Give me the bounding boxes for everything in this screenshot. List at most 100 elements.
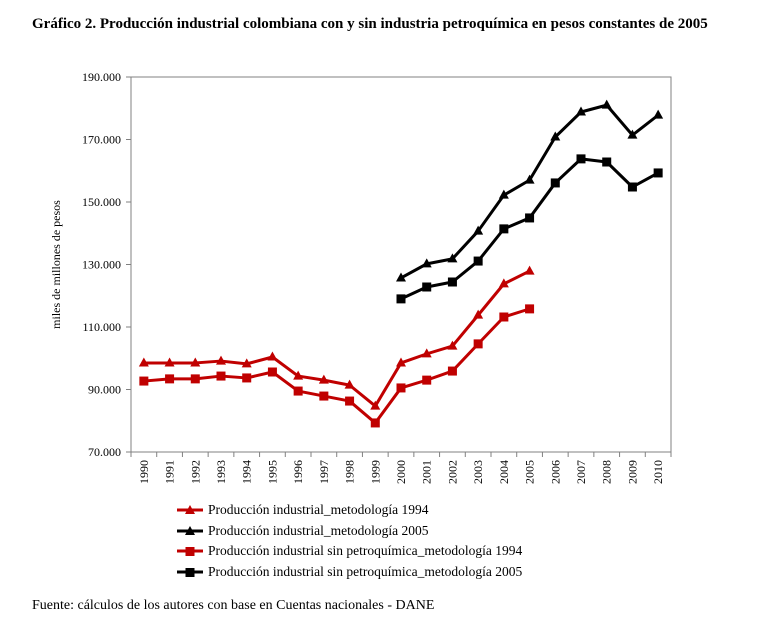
data-point xyxy=(293,370,304,380)
data-point xyxy=(550,178,560,188)
data-point xyxy=(653,168,663,178)
x-tick-label: 2002 xyxy=(445,460,459,484)
data-point xyxy=(473,225,484,235)
data-point xyxy=(653,109,664,119)
x-tick-label: 1996 xyxy=(291,460,305,484)
legend-swatch xyxy=(177,525,203,535)
series-line xyxy=(143,307,531,425)
data-point xyxy=(602,157,612,167)
y-tick-label: 70.000 xyxy=(88,445,121,459)
x-tick-label: 1991 xyxy=(163,460,177,484)
series-line xyxy=(143,269,531,408)
data-point xyxy=(422,282,432,292)
data-point xyxy=(525,213,535,223)
data-point xyxy=(473,256,483,266)
data-point xyxy=(447,277,457,287)
data-point xyxy=(370,400,381,410)
data-point xyxy=(525,304,535,314)
data-point xyxy=(190,357,201,367)
legend-swatch xyxy=(177,547,203,557)
x-tick-label: 2004 xyxy=(497,460,511,484)
data-point xyxy=(293,386,303,396)
x-tick-label: 2008 xyxy=(600,460,614,484)
legend-item: Producción industrial_metodología 1994 xyxy=(176,500,522,521)
x-tick-label: 2010 xyxy=(651,460,665,484)
source-note: Fuente: cálculos de los autores con base… xyxy=(32,598,435,613)
x-tick-label: 1999 xyxy=(368,460,382,484)
data-point xyxy=(524,174,535,184)
legend: Producción industrial_metodología 1994 Pr… xyxy=(176,500,522,582)
data-point xyxy=(139,376,149,386)
data-point xyxy=(627,129,638,139)
x-tick-label: 1993 xyxy=(214,460,228,484)
data-point xyxy=(138,357,149,367)
legend-label: Producción industrial sin petroquímica_m… xyxy=(208,543,523,559)
data-point xyxy=(344,379,355,389)
data-point xyxy=(524,265,535,275)
x-tick-label: 1994 xyxy=(240,460,254,484)
legend-item: Producción industrial sin petroquímica_m… xyxy=(176,562,522,583)
x-tick-label: 2003 xyxy=(471,460,485,484)
data-point xyxy=(370,418,380,428)
data-point xyxy=(164,357,175,367)
data-point xyxy=(422,375,432,385)
data-point xyxy=(576,154,586,164)
data-point xyxy=(498,189,509,199)
x-tick-label: 1990 xyxy=(137,460,151,484)
legend-marker xyxy=(185,525,195,535)
data-point xyxy=(319,391,329,401)
data-point xyxy=(498,278,509,288)
data-point xyxy=(216,355,226,365)
y-tick-label: 150.000 xyxy=(82,195,121,209)
x-tick-label: 2005 xyxy=(523,460,537,484)
y-tick-label: 130.000 xyxy=(82,258,121,272)
x-tick-label: 2001 xyxy=(420,460,434,484)
x-tick-label: 1998 xyxy=(343,460,357,484)
legend-label: Producción industrial sin petroquímica_m… xyxy=(208,563,523,579)
data-point xyxy=(473,339,483,349)
x-tick-label: 1997 xyxy=(317,460,331,484)
x-tick-label: 2007 xyxy=(574,460,588,484)
legend-marker xyxy=(185,505,195,515)
legend-item: Producción industrial_metodología 2005 xyxy=(176,521,522,542)
data-point xyxy=(396,272,406,282)
data-point xyxy=(627,182,637,192)
data-point xyxy=(190,374,200,384)
series-3 xyxy=(396,154,663,304)
x-tick-label: 1992 xyxy=(188,460,202,484)
data-point xyxy=(396,383,406,393)
y-tick-label: 190.000 xyxy=(82,70,121,84)
data-point xyxy=(499,312,509,322)
data-point xyxy=(447,340,458,350)
legend-swatch xyxy=(177,505,203,515)
data-point xyxy=(421,348,432,358)
y-tick-label: 90.000 xyxy=(88,383,121,397)
data-point xyxy=(241,358,252,368)
x-tick-label: 1995 xyxy=(265,460,279,484)
data-point xyxy=(396,357,406,367)
chart-title: Gráfico 2. Producción industrial colombi… xyxy=(32,16,708,32)
legend-swatch xyxy=(177,567,203,577)
data-point xyxy=(165,374,175,384)
y-tick-label: 170.000 xyxy=(82,133,121,147)
data-point xyxy=(267,367,277,377)
legend-label: Producción industrial_metodología 2005 xyxy=(208,522,429,538)
series-0 xyxy=(138,265,535,410)
x-tick-label: 2006 xyxy=(548,460,562,484)
series-line xyxy=(400,103,660,280)
y-tick-label: 110.000 xyxy=(82,320,121,334)
data-point xyxy=(421,258,432,268)
legend-label: Producción industrial_metodología 1994 xyxy=(208,502,429,518)
data-point xyxy=(242,373,252,383)
data-point xyxy=(216,371,226,381)
x-tick-label: 2009 xyxy=(625,460,639,484)
plot-frame xyxy=(130,76,672,453)
data-point xyxy=(550,131,561,141)
data-point xyxy=(447,253,458,263)
data-point xyxy=(473,309,484,319)
data-point xyxy=(396,294,406,304)
legend-item: Producción industrial sin petroquímica_m… xyxy=(176,541,522,562)
data-point xyxy=(601,99,612,109)
legend-marker xyxy=(185,547,195,557)
